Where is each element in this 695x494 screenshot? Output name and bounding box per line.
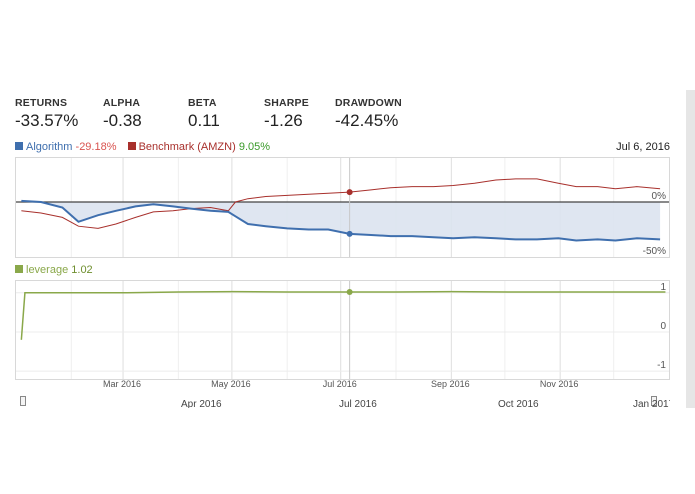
- x-tick-label: Sep 2016: [431, 379, 470, 389]
- metric-sharpe-label: SHARPE: [264, 97, 309, 109]
- metric-returns: RETURNS -33.57%: [15, 97, 78, 131]
- returns-chart[interactable]: 0% -50%: [15, 157, 670, 258]
- y-tick-label: 0%: [652, 191, 667, 202]
- benchmark-line: [21, 178, 661, 229]
- algorithm-area: [21, 200, 661, 241]
- metric-returns-value: -33.57%: [15, 111, 79, 130]
- y-tick-label: 1: [660, 282, 666, 293]
- metric-returns-label: RETURNS: [15, 97, 68, 109]
- x-axis: Mar 2016 May 2016 Jul 2016 Sep 2016 Nov 2016: [103, 379, 579, 389]
- benchmark-legend-item[interactable]: Benchmark (AMZN) 9.05%: [127, 141, 271, 153]
- scrollbar[interactable]: [686, 90, 695, 408]
- navigator-strip[interactable]: Apr 2016 Jul 2016 Oct 2016 Jan 2017: [15, 396, 670, 408]
- algorithm-hover-dot: [346, 230, 353, 237]
- y-tick-label: 0: [660, 321, 666, 332]
- returns-legend: Algorithm -29.18% Benchmark (AMZN) 9.05%: [15, 141, 270, 153]
- leverage-chart-svg: 1 0 -1: [16, 281, 669, 379]
- navigator-label: Jul 2016: [339, 399, 377, 408]
- metric-beta: BETA 0.11: [188, 97, 220, 131]
- metric-alpha-value: -0.38: [103, 111, 142, 130]
- leverage-swatch-icon: [15, 265, 23, 273]
- benchmark-legend-value: 9.05%: [238, 141, 271, 153]
- benchmark-swatch-icon: [127, 142, 136, 150]
- metric-sharpe-value: -1.26: [264, 111, 303, 130]
- leverage-legend-value: 1.02: [71, 264, 93, 276]
- navigator-label: Apr 2016: [181, 399, 222, 408]
- metric-alpha-label: ALPHA: [103, 97, 141, 109]
- algorithm-legend-item[interactable]: Algorithm -29.18%: [15, 141, 120, 153]
- leverage-hover-dot: [346, 288, 353, 295]
- returns-chart-svg: 0% -50%: [16, 158, 669, 257]
- navigator-label: Jan 2017: [633, 399, 670, 408]
- metric-drawdown-value: -42.45%: [335, 111, 399, 130]
- metric-alpha: ALPHA -0.38: [103, 97, 142, 131]
- leverage-chart[interactable]: 1 0 -1: [15, 280, 670, 380]
- algorithm-legend-value: -29.18%: [75, 141, 117, 153]
- hover-date: Jul 6, 2016: [616, 141, 670, 153]
- y-tick-label: -1: [657, 360, 666, 371]
- metric-drawdown: DRAWDOWN -42.45%: [335, 97, 402, 131]
- benchmark-hover-dot: [346, 189, 353, 196]
- x-tick-label: Jul 2016: [323, 379, 357, 389]
- metric-drawdown-label: DRAWDOWN: [335, 97, 402, 109]
- y-tick-label: -50%: [643, 246, 666, 257]
- algorithm-line: [21, 199, 661, 242]
- algorithm-swatch-icon: [15, 142, 23, 150]
- x-tick-label: Nov 2016: [540, 379, 579, 389]
- metric-beta-value: 0.11: [188, 111, 220, 130]
- benchmark-legend-label: Benchmark (AMZN): [138, 141, 236, 153]
- metric-sharpe: SHARPE -1.26: [264, 97, 309, 131]
- navigator-label: Oct 2016: [498, 399, 539, 408]
- navigator-left-handle-icon[interactable]: [20, 396, 26, 406]
- metric-beta-label: BETA: [188, 97, 217, 109]
- leverage-legend[interactable]: leverage 1.02: [15, 264, 93, 276]
- leverage-line: [20, 290, 666, 340]
- x-tick-label: Mar 2016: [103, 379, 141, 389]
- algorithm-legend-label: Algorithm: [26, 141, 73, 153]
- navigator-right-handle-icon[interactable]: [651, 396, 657, 406]
- x-tick-label: May 2016: [211, 379, 251, 389]
- leverage-legend-label: leverage: [26, 264, 69, 276]
